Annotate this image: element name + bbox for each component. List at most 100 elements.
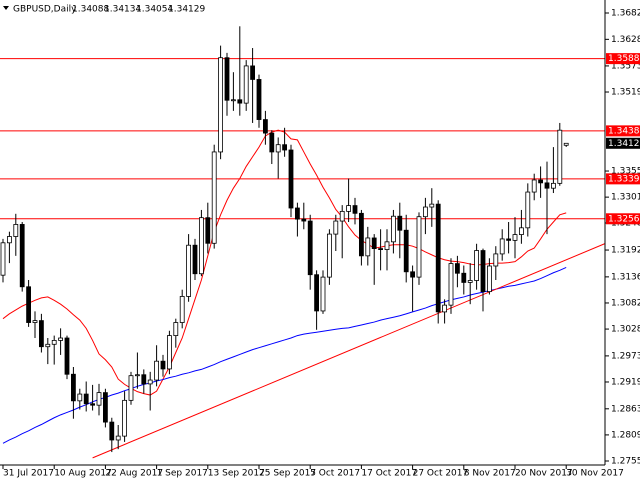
header-low: 1.34054 [136,5,173,15]
candle-body [499,238,505,255]
candle-body [282,144,288,151]
candle-body [403,229,409,273]
level-label-bg [606,125,640,137]
candle-body [7,236,12,244]
candle-body [365,237,371,257]
symbol-title: GBPUSD,Daily [13,5,77,15]
candle-body [173,322,179,336]
candle-body [122,399,127,437]
candle-body [83,393,89,405]
candle-body [448,263,454,306]
candle-body [13,224,19,237]
candle-body [416,216,422,278]
candle-body [39,320,44,348]
y-tick-label: 1.31920 [611,246,640,256]
candle-body [134,374,140,377]
x-tick-label: 22 Aug 2017 [105,469,163,479]
candle-body [147,379,153,385]
candles [0,26,569,453]
y-tick-label: 1.29190 [611,377,640,387]
candle-body [378,248,384,250]
candle-body [262,119,268,134]
y-tick-label: 1.30285 [611,325,640,335]
candle-body [493,253,499,267]
level-label: 1.32567 [608,214,640,224]
price-label: 1.34129 [608,139,640,149]
y-tick-label: 1.35190 [611,88,640,98]
y-tick-label: 1.29730 [611,351,640,361]
y-tick-label: 1.31365 [611,272,640,282]
candle-body [480,250,486,293]
candle-body [256,79,262,120]
x-tick-label: 13 Sep 2017 [208,469,265,479]
x-tick-label: 10 Aug 2017 [54,469,112,479]
y-tick-label: 1.27555 [611,457,640,467]
candle-body [90,403,95,406]
candle-body [45,343,51,348]
candle-body [352,205,358,214]
candle-body [186,244,192,297]
candle-body [250,65,256,80]
candle-body [307,220,313,276]
x-tick-label: 30 Nov 2017 [566,469,624,479]
candle-body [519,227,524,235]
candle-body [103,392,108,423]
x-tick-label: 20 Nov 2017 [515,469,573,479]
candle-body [390,215,396,243]
candle-body [19,224,25,288]
candle-body [0,242,6,276]
candle-body [32,320,38,323]
candle-body [544,182,550,189]
candle-body [115,435,121,441]
header-high: 1.34134 [104,5,141,15]
candle-body [551,182,556,189]
candle-body [320,276,326,312]
candle-body [288,149,294,209]
candle-body [160,360,166,370]
y-tick-label: 1.36280 [611,35,640,45]
candle-body [557,129,563,184]
candle-body [563,142,569,146]
candle-body [467,280,473,283]
candle-body [230,99,236,102]
candle-body [512,234,518,241]
x-tick-label: 8 Nov 2017 [464,469,516,479]
candle-body [314,274,320,312]
candle-body [333,220,339,235]
candle-body [429,203,435,208]
candle-body [294,207,300,220]
x-tick-label: 1 Sep 2017 [157,469,208,479]
level-label: 1.33393 [608,174,640,184]
candle-body [461,272,467,283]
candle-body [442,304,448,313]
x-tick-label: 5 Oct 2017 [310,469,360,479]
candle-body [218,57,224,153]
candle-body [51,340,57,345]
candle-body [506,238,512,241]
trendline [92,243,605,459]
y-tick-label: 1.30825 [611,298,640,308]
candle-body [397,215,403,231]
candle-body [326,233,332,278]
candle-body [346,205,352,212]
candle-body [77,393,83,402]
x-tick-label: 25 Sep 2017 [259,469,316,479]
header-open: 1.34088 [72,5,109,15]
header-close: 1.34129 [168,5,205,15]
candle-body [269,132,275,153]
candle-body [339,210,345,222]
candle-body [371,237,377,249]
candle-body [71,373,76,402]
y-tick-label: 1.28635 [611,404,640,414]
candle-body [26,286,32,323]
level-label-bg [606,173,640,185]
candle-body [198,217,204,275]
candle-body [454,263,460,274]
x-tick-label: 31 Jul 2017 [3,469,54,479]
candle-body [64,337,70,375]
candle-body [410,271,416,278]
candle-body [154,360,160,381]
candle-body [384,241,390,250]
